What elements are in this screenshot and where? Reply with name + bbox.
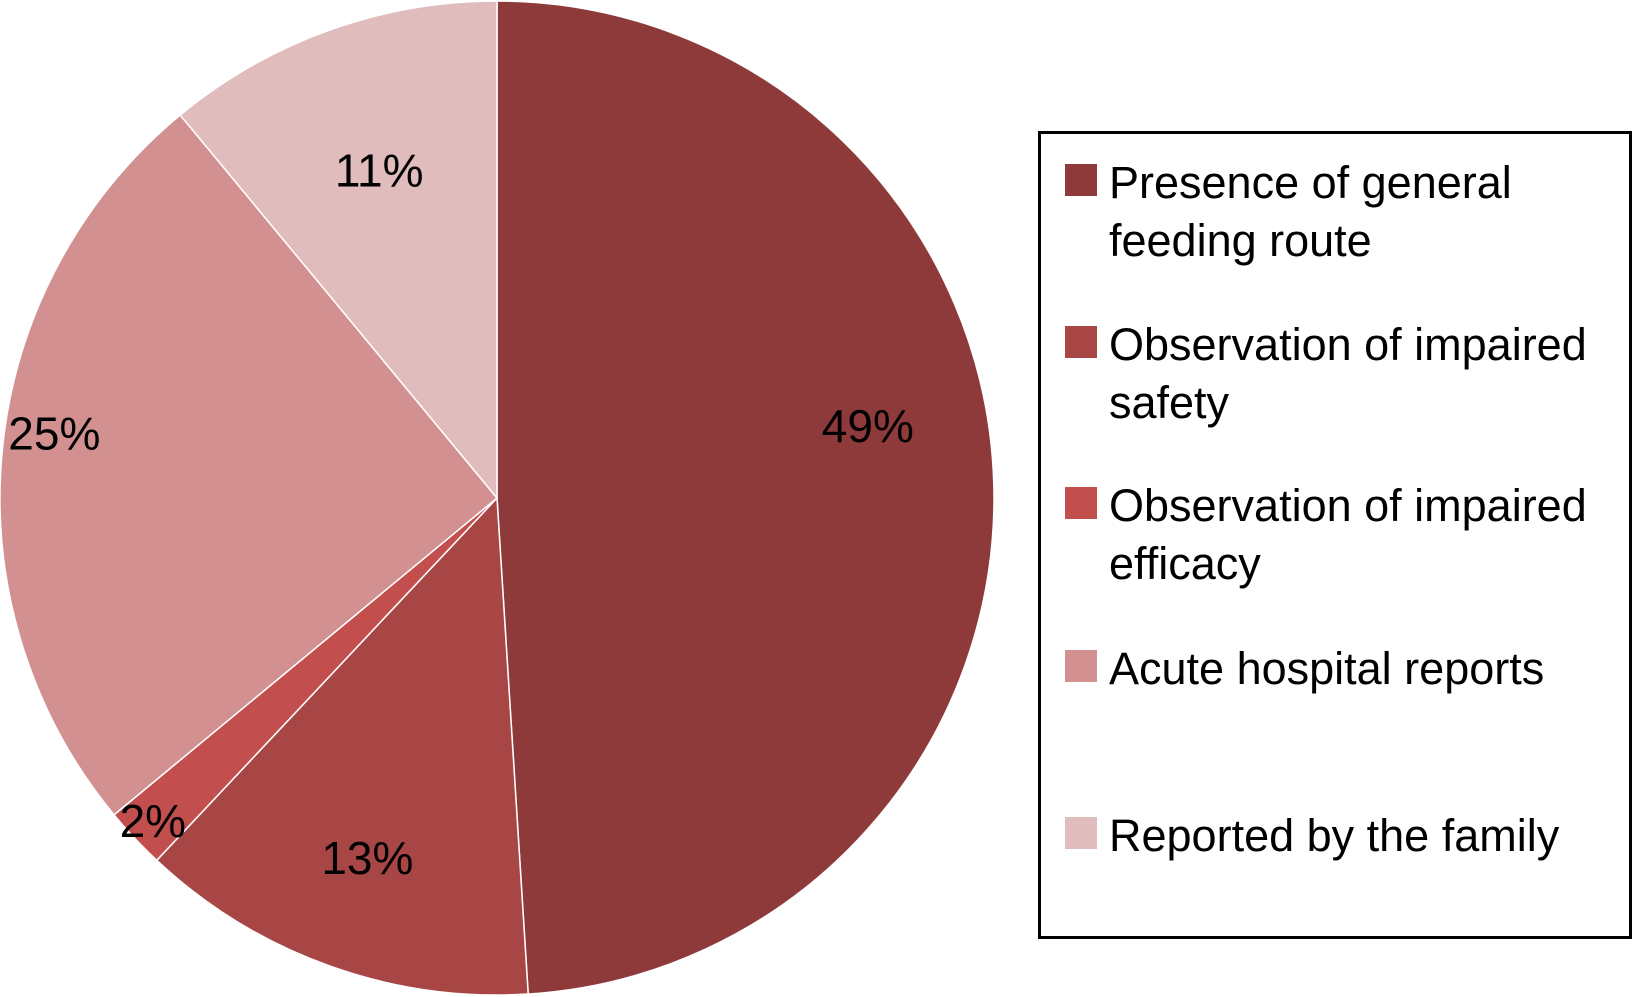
legend-swatch	[1065, 164, 1097, 196]
pie-slice-reported-by-family	[179, 0, 498, 501]
legend-item-acute-hospital-reports: Acute hospital reports	[1065, 640, 1619, 698]
pie-value-label-acute-hospital-reports: 25%	[8, 408, 100, 460]
legend-swatch	[1065, 487, 1097, 519]
pie-slice-impaired-safety	[155, 496, 530, 996]
pie-value-label-impaired-efficacy: 2%	[120, 795, 186, 847]
legend-item-impaired-safety: Observation of impaired safety	[1065, 316, 1619, 432]
legend-label: Presence of general feeding route	[1109, 157, 1512, 266]
legend-label: Observation of impaired efficacy	[1109, 480, 1587, 589]
pie-value-label-general-feeding-route: 49%	[822, 400, 914, 452]
legend-label: Observation of impaired safety	[1109, 319, 1587, 428]
legend-label: Acute hospital reports	[1109, 643, 1545, 694]
legend-swatch	[1065, 817, 1097, 849]
chart-legend: Presence of general feeding route Observ…	[1038, 131, 1632, 939]
legend-label: Reported by the family	[1109, 810, 1560, 861]
pie-value-labels: 49% 13% 2% 25% 11%	[8, 145, 914, 884]
pie-slice-acute-hospital-reports	[0, 113, 499, 816]
legend-item-reported-by-family: Reported by the family	[1065, 807, 1619, 865]
legend-swatch	[1065, 326, 1097, 358]
pie-value-label-reported-by-family: 11%	[335, 145, 424, 197]
legend-item-general-feeding-route: Presence of general feeding route	[1065, 154, 1619, 270]
pie-slice-general-feeding-route	[496, 0, 995, 995]
pie-value-label-impaired-safety: 13%	[321, 832, 413, 884]
legend-swatch	[1065, 650, 1097, 682]
legend-item-impaired-efficacy: Observation of impaired efficacy	[1065, 477, 1619, 593]
pie-slices	[0, 0, 995, 996]
